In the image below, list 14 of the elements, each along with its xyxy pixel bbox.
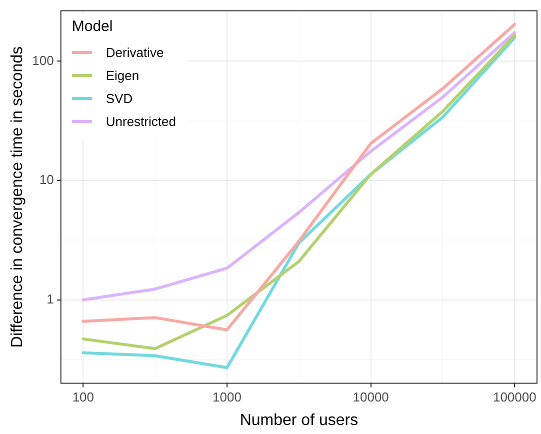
x-tick-label: 100 [72, 390, 94, 405]
x-axis-title: Number of users [240, 412, 358, 429]
legend-label: SVD [106, 90, 133, 106]
y-axis-title: Difference in convergence time in seconds [9, 46, 26, 348]
legend-title: Model [72, 18, 114, 35]
x-tick-label: 10000 [352, 390, 389, 405]
x-tick-label: 100000 [492, 390, 536, 405]
legend-label: Unrestricted [106, 114, 176, 129]
y-tick-label: 1 [46, 291, 54, 306]
legend-label: Derivative [106, 44, 164, 60]
x-tick-label: 1000 [212, 390, 242, 405]
y-tick-label: 10 [39, 172, 54, 188]
y-tick-label: 100 [32, 52, 54, 68]
legend-label: Eigen [106, 68, 140, 83]
